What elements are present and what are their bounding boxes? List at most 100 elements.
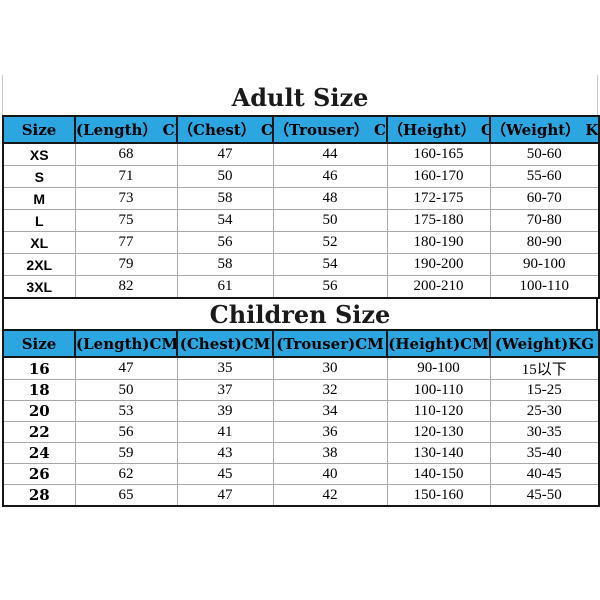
children-header-row: Size (Length)CM (Chest)CM (Trouser)CM (Heigh… bbox=[2, 329, 600, 358]
value-cell: 200-210 bbox=[386, 275, 491, 299]
header-cell-4: （Height） CM bbox=[386, 115, 491, 144]
value-cell: 45 bbox=[176, 463, 274, 485]
size-cell: 3XL bbox=[2, 275, 76, 299]
value-cell: 36 bbox=[272, 421, 388, 443]
value-cell: 47 bbox=[176, 142, 274, 166]
table-row: 2XL 79 58 54 190-200 90-100 bbox=[2, 253, 600, 276]
value-cell: 40 bbox=[272, 463, 388, 485]
size-cell: 2XL bbox=[2, 253, 76, 276]
value-cell: 60-70 bbox=[489, 187, 600, 210]
value-cell: 30 bbox=[272, 356, 388, 380]
value-cell: 32 bbox=[272, 379, 388, 401]
size-cell: XL bbox=[2, 231, 76, 254]
table-row: 16 47 35 30 90-100 15以下 bbox=[2, 356, 600, 380]
value-cell: 59 bbox=[74, 442, 178, 464]
value-cell: 160-170 bbox=[386, 165, 491, 188]
header-cell-0: Size bbox=[2, 329, 76, 358]
value-cell: 38 bbox=[272, 442, 388, 464]
value-cell: 120-130 bbox=[386, 421, 491, 443]
value-cell: 56 bbox=[176, 231, 274, 254]
header-cell-5: （Weight） KG bbox=[489, 115, 600, 144]
header-cell-4: (Height)CM bbox=[386, 329, 491, 358]
value-cell: 43 bbox=[176, 442, 274, 464]
size-cell: S bbox=[2, 165, 76, 188]
value-cell: 39 bbox=[176, 400, 274, 422]
value-cell: 47 bbox=[74, 356, 178, 380]
value-cell: 47 bbox=[176, 484, 274, 507]
value-cell: 150-160 bbox=[386, 484, 491, 507]
value-cell: 82 bbox=[74, 275, 178, 299]
value-cell: 50 bbox=[176, 165, 274, 188]
header-cell-3: （Trouser） CM bbox=[272, 115, 388, 144]
size-cell: L bbox=[2, 209, 76, 232]
value-cell: 80-90 bbox=[489, 231, 600, 254]
value-cell: 25-30 bbox=[489, 400, 600, 422]
size-chart-sheet: Adult Size Size(Length） CM（Chest） CM（Tro… bbox=[2, 75, 600, 507]
size-cell: XS bbox=[2, 142, 76, 166]
value-cell: 50-60 bbox=[489, 142, 600, 166]
value-cell: 56 bbox=[272, 275, 388, 299]
value-cell: 42 bbox=[272, 484, 388, 507]
value-cell: 130-140 bbox=[386, 442, 491, 464]
value-cell: 35-40 bbox=[489, 442, 600, 464]
value-cell: 90-100 bbox=[489, 253, 600, 276]
table-row: S 71 50 46 160-170 55-60 bbox=[2, 165, 600, 188]
value-cell: 54 bbox=[176, 209, 274, 232]
value-cell: 62 bbox=[74, 463, 178, 485]
value-cell: 58 bbox=[176, 187, 274, 210]
size-cell: 24 bbox=[2, 442, 76, 464]
header-cell-0: Size bbox=[2, 115, 76, 144]
value-cell: 15以下 bbox=[489, 356, 600, 380]
table-row: 24 59 43 38 130-140 35-40 bbox=[2, 442, 600, 464]
value-cell: 45-50 bbox=[489, 484, 600, 507]
size-cell: M bbox=[2, 187, 76, 210]
value-cell: 190-200 bbox=[386, 253, 491, 276]
value-cell: 41 bbox=[176, 421, 274, 443]
value-cell: 77 bbox=[74, 231, 178, 254]
value-cell: 68 bbox=[74, 142, 178, 166]
header-cell-5: (Weight)KG bbox=[489, 329, 600, 358]
size-cell: 28 bbox=[2, 484, 76, 507]
table-row: XL 77 56 52 180-190 80-90 bbox=[2, 231, 600, 254]
size-cell: 18 bbox=[2, 379, 76, 401]
value-cell: 100-110 bbox=[489, 275, 600, 299]
value-cell: 75 bbox=[74, 209, 178, 232]
value-cell: 15-25 bbox=[489, 379, 600, 401]
value-cell: 50 bbox=[272, 209, 388, 232]
value-cell: 90-100 bbox=[386, 356, 491, 380]
value-cell: 53 bbox=[74, 400, 178, 422]
size-cell: 26 bbox=[2, 463, 76, 485]
header-cell-2: （Chest） CM bbox=[176, 115, 274, 144]
value-cell: 37 bbox=[176, 379, 274, 401]
value-cell: 35 bbox=[176, 356, 274, 380]
value-cell: 50 bbox=[74, 379, 178, 401]
table-row: L 75 54 50 175-180 70-80 bbox=[2, 209, 600, 232]
value-cell: 44 bbox=[272, 142, 388, 166]
table-row: 26 62 45 40 140-150 40-45 bbox=[2, 463, 600, 485]
value-cell: 58 bbox=[176, 253, 274, 276]
value-cell: 175-180 bbox=[386, 209, 491, 232]
table-row: XS 68 47 44 160-165 50-60 bbox=[2, 142, 600, 166]
value-cell: 73 bbox=[74, 187, 178, 210]
value-cell: 140-150 bbox=[386, 463, 491, 485]
value-cell: 110-120 bbox=[386, 400, 491, 422]
size-cell: 22 bbox=[2, 421, 76, 443]
value-cell: 30-35 bbox=[489, 421, 600, 443]
header-cell-1: (Length)CM bbox=[74, 329, 178, 358]
children-size-table: Size (Length)CM (Chest)CM (Trouser)CM (Heigh… bbox=[2, 329, 600, 507]
value-cell: 40-45 bbox=[489, 463, 600, 485]
adult-size-title: Adult Size bbox=[2, 75, 598, 115]
table-row: 3XL 82 61 56 200-210 100-110 bbox=[2, 275, 600, 299]
adult-header-row: Size(Length） CM（Chest） CM（Trouser） CM（He… bbox=[2, 115, 600, 144]
value-cell: 100-110 bbox=[386, 379, 491, 401]
value-cell: 71 bbox=[74, 165, 178, 188]
value-cell: 54 bbox=[272, 253, 388, 276]
table-row: 18 50 37 32 100-110 15-25 bbox=[2, 379, 600, 401]
value-cell: 46 bbox=[272, 165, 388, 188]
value-cell: 48 bbox=[272, 187, 388, 210]
value-cell: 79 bbox=[74, 253, 178, 276]
table-row: 22 56 41 36 120-130 30-35 bbox=[2, 421, 600, 443]
value-cell: 55-60 bbox=[489, 165, 600, 188]
value-cell: 70-80 bbox=[489, 209, 600, 232]
value-cell: 65 bbox=[74, 484, 178, 507]
